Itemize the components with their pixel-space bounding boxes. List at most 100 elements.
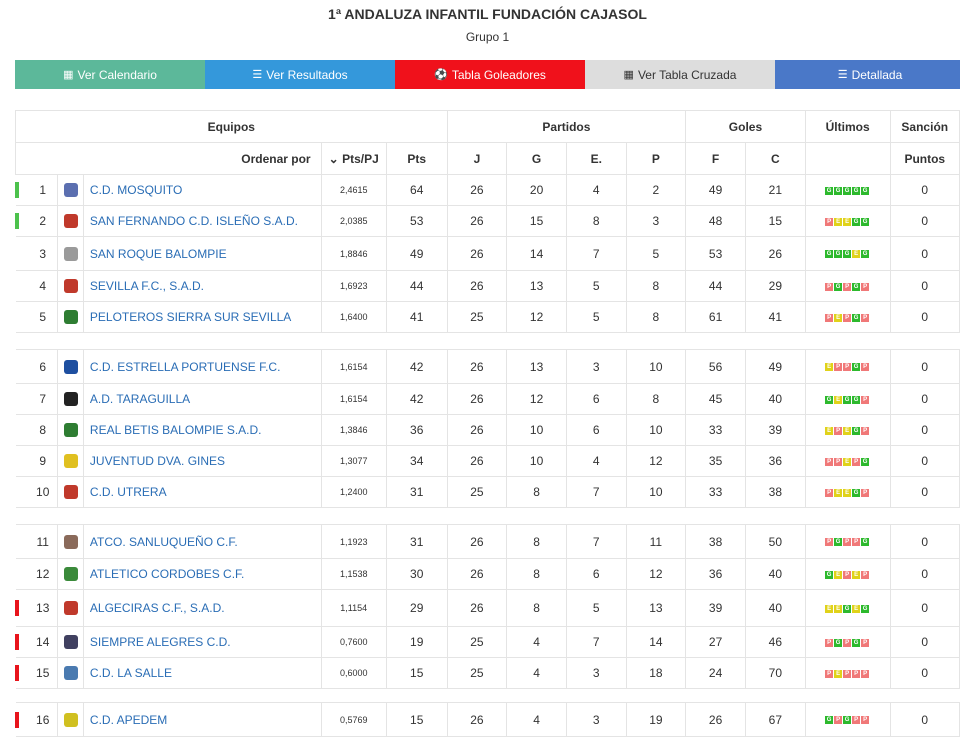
pts-pj-cell: 1,1923 bbox=[320, 524, 387, 559]
form-result-badge: P bbox=[825, 538, 834, 547]
table-row[interactable]: 10 C.D. UTRERA 1,2400 31 25 8 7 10 33 38 P E E G P 0 bbox=[15, 476, 960, 508]
pts-pj-cell: 1,6154 bbox=[320, 383, 387, 415]
team-name-link[interactable]: C.D. MOSQUITO bbox=[82, 174, 322, 206]
table-row[interactable]: 13 ALGECIRAS C.F., S.A.D. 1,1154 29 26 8 5 13 39… bbox=[14, 589, 960, 627]
p-cell: 10 bbox=[625, 349, 687, 384]
table-row[interactable]: 16 C.D. APEDEM 0,5769 15 26 4 3 19 26 67 G P G P P 0 bbox=[14, 702, 960, 737]
table-row[interactable]: 3 SAN ROQUE BALOMPIE 1,8846 49 26 14 7 5 53 26 G G G… bbox=[15, 236, 960, 271]
team-logo-cell bbox=[57, 349, 84, 384]
j-cell: 26 bbox=[446, 558, 508, 590]
j-header[interactable]: J bbox=[446, 142, 508, 175]
table-row[interactable]: 1 C.D. MOSQUITO 2,4615 64 26 20 4 2 49 21 G G G G G 0 bbox=[14, 174, 960, 206]
form-result-badge: E bbox=[834, 395, 843, 404]
team-logo-cell bbox=[57, 702, 84, 737]
tabla-goleadores-button[interactable]: ⚽ Tabla Goleadores bbox=[395, 60, 585, 89]
team-crest-icon bbox=[63, 392, 78, 407]
e-cell: 4 bbox=[565, 445, 627, 477]
team-logo-cell bbox=[57, 236, 84, 271]
detallada-button[interactable]: ☰ Detallada bbox=[775, 60, 960, 89]
table-row[interactable]: 8 REAL BETIS BALOMPIE S.A.D. 1,3846 36 26 10 6… bbox=[15, 414, 960, 446]
zone-marker bbox=[14, 665, 19, 681]
group-separator bbox=[15, 507, 960, 525]
team-name-link[interactable]: C.D. UTRERA bbox=[82, 476, 322, 508]
team-logo-cell bbox=[57, 445, 84, 477]
zone-marker-cell bbox=[14, 657, 29, 689]
table-row[interactable]: 4 SEVILLA F.C., S.A.D. 1,6923 44 26 13 5 8 44 29 P… bbox=[15, 270, 960, 302]
f-cell: 27 bbox=[685, 626, 746, 658]
team-crest-icon bbox=[63, 246, 78, 261]
ver-resultados-button[interactable]: ☰ Ver Resultados bbox=[205, 60, 395, 89]
form-result-badge: E bbox=[834, 604, 843, 613]
team-name-link[interactable]: REAL BETIS BALOMPIE S.A.D. bbox=[82, 414, 322, 446]
table-row[interactable]: 7 A.D. TARAGUILLA 1,6154 42 26 12 6 8 45 40 G E G G P 0 bbox=[15, 383, 960, 415]
pts-pj-cell: 2,0385 bbox=[320, 205, 387, 237]
team-name-link[interactable]: JUVENTUD DVA. GINES bbox=[82, 445, 322, 477]
table-row[interactable]: 9 JUVENTUD DVA. GINES 1,3077 34 26 10 4 12 35 36 P… bbox=[15, 445, 960, 477]
ver-tabla-cruzada-button[interactable]: ▦ Ver Tabla Cruzada bbox=[585, 60, 775, 89]
team-name-link[interactable]: SEVILLA F.C., S.A.D. bbox=[82, 270, 322, 302]
f-cell: 61 bbox=[685, 301, 746, 333]
team-name-link[interactable]: SAN ROQUE BALOMPIE bbox=[82, 236, 322, 271]
table-row[interactable]: 12 ATLETICO CORDOBES C.F. 1,1538 30 26 8 6 12 36… bbox=[15, 558, 960, 590]
zone-marker-cell bbox=[15, 349, 29, 384]
team-crest-icon bbox=[63, 279, 78, 294]
form-result-badge: P bbox=[834, 716, 843, 725]
team-name-link[interactable]: ATCO. SANLUQUEÑO C.F. bbox=[82, 524, 322, 559]
form-result-badge: P bbox=[852, 457, 861, 466]
position-cell: 4 bbox=[28, 270, 59, 302]
ver-calendario-button[interactable]: ▦ Ver Calendario bbox=[15, 60, 205, 89]
zone-marker-cell bbox=[14, 626, 29, 658]
team-crest-icon bbox=[63, 601, 78, 616]
table-row[interactable]: 15 C.D. LA SALLE 0,6000 15 25 4 3 18 24 70 P E P P P 0 bbox=[14, 657, 960, 689]
zone-marker-cell bbox=[14, 205, 29, 237]
table-row[interactable]: 14 SIEMPRE ALEGRES C.D. 0,7600 19 25 4 7 14 27 46… bbox=[14, 626, 960, 658]
f-header[interactable]: F bbox=[685, 142, 746, 175]
e-cell: 5 bbox=[565, 301, 627, 333]
form-result-badge: G bbox=[825, 716, 834, 725]
e-cell: 6 bbox=[565, 383, 627, 415]
team-name-link[interactable]: C.D. LA SALLE bbox=[82, 657, 322, 689]
g-cell: 4 bbox=[506, 657, 567, 689]
sancion-cell: 0 bbox=[889, 270, 960, 302]
position-cell: 7 bbox=[28, 383, 59, 415]
form-result-badge: P bbox=[861, 395, 870, 404]
e-header[interactable]: E. bbox=[565, 142, 627, 175]
team-name-link[interactable]: SAN FERNANDO C.D. ISLEÑO S.A.D. bbox=[82, 205, 322, 237]
pts-header[interactable]: Pts bbox=[385, 142, 448, 175]
sort-pts-pj-header[interactable]: ⌄ Pts/PJ bbox=[320, 142, 387, 175]
team-logo-cell bbox=[57, 476, 84, 508]
p-cell: 2 bbox=[625, 174, 687, 206]
table-row[interactable]: 2 SAN FERNANDO C.D. ISLEÑO S.A.D. 2,0385 53… bbox=[14, 205, 960, 237]
pts-cell: 64 bbox=[385, 174, 448, 206]
team-name-link[interactable]: ATLETICO CORDOBES C.F. bbox=[82, 558, 322, 590]
zone-marker-cell bbox=[15, 270, 29, 302]
team-name-link[interactable]: A.D. TARAGUILLA bbox=[82, 383, 322, 415]
p-header[interactable]: P bbox=[625, 142, 687, 175]
c-cell: 38 bbox=[744, 476, 806, 508]
form-result-badge: G bbox=[852, 282, 861, 291]
zone-marker bbox=[14, 634, 19, 650]
form-result-badge: E bbox=[843, 488, 852, 497]
c-header[interactable]: C bbox=[744, 142, 806, 175]
team-name-link[interactable]: SIEMPRE ALEGRES C.D. bbox=[82, 626, 322, 658]
e-cell: 5 bbox=[565, 589, 627, 627]
team-crest-icon bbox=[63, 183, 78, 198]
table-row[interactable]: 6 C.D. ESTRELLA PORTUENSE F.C. 1,6154 42 26 1… bbox=[15, 349, 960, 384]
form-result-badge: G bbox=[834, 250, 843, 259]
team-logo-cell bbox=[57, 174, 84, 206]
g-cell: 12 bbox=[506, 383, 567, 415]
team-name-link[interactable]: C.D. ESTRELLA PORTUENSE F.C. bbox=[82, 349, 322, 384]
table-row[interactable]: 5 PELOTEROS SIERRA SUR SEVILLA 1,6400 41 25 1… bbox=[15, 301, 960, 333]
c-cell: 29 bbox=[744, 270, 806, 302]
team-name-link[interactable]: C.D. APEDEM bbox=[82, 702, 322, 737]
team-name-link[interactable]: ALGECIRAS C.F., S.A.D. bbox=[82, 589, 322, 627]
f-cell: 38 bbox=[685, 524, 746, 559]
g-header[interactable]: G bbox=[506, 142, 567, 175]
table-row[interactable]: 11 ATCO. SANLUQUEÑO C.F. 1,1923 31 26 8 7 11 38 5… bbox=[15, 524, 960, 559]
team-name-link[interactable]: PELOTEROS SIERRA SUR SEVILLA bbox=[82, 301, 322, 333]
j-cell: 26 bbox=[446, 236, 508, 271]
